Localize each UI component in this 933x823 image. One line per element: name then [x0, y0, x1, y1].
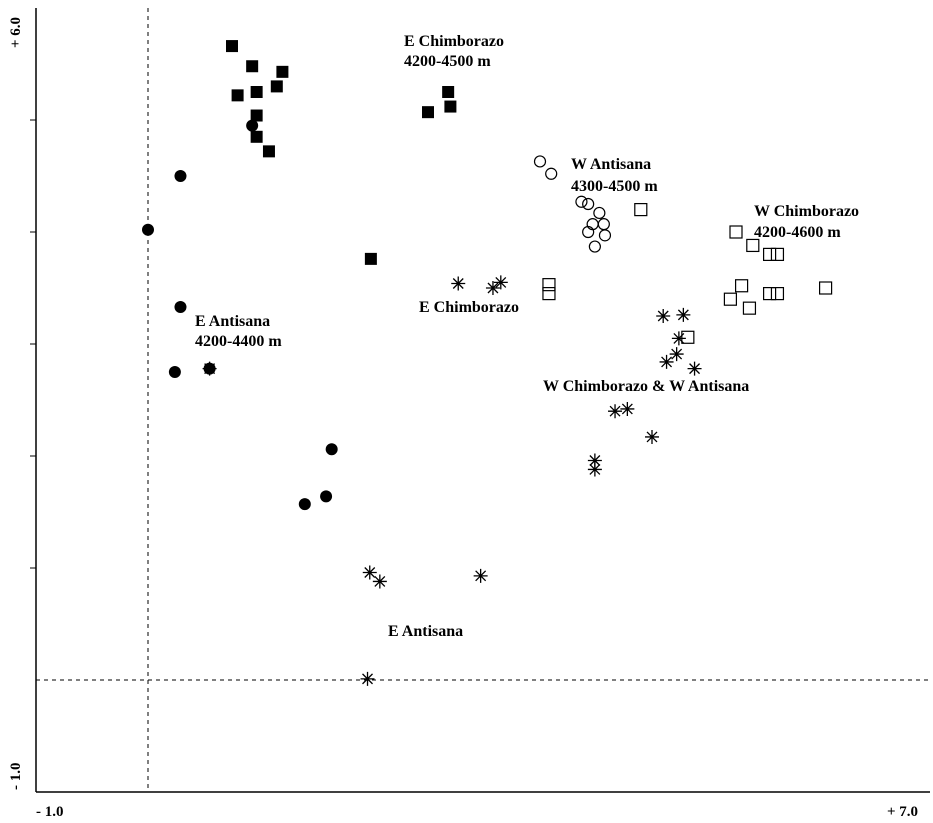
filled-circle-marker	[174, 301, 187, 314]
open-square-marker	[742, 301, 757, 315]
open-circle-marker	[545, 167, 558, 180]
filled-circle-marker	[246, 119, 259, 132]
filled-square-marker	[276, 65, 289, 78]
annotation-line: 4200-4500 m	[404, 53, 491, 70]
open-circle-marker	[575, 195, 588, 208]
annotation-line: 4200-4600 m	[754, 224, 841, 241]
asterisk-marker	[620, 401, 635, 416]
plot-frame	[35, 8, 930, 793]
y-tick-label-max: + 6.0	[8, 17, 24, 48]
open-circle-marker	[582, 197, 595, 211]
annotation-line: 4200-4400 m	[195, 333, 282, 350]
open-square-marker	[729, 225, 743, 239]
annotation-line: E Chimborazo	[419, 299, 519, 316]
filled-square-marker	[250, 86, 263, 98]
open-square-marker	[746, 238, 760, 253]
filled-square-marker	[444, 100, 457, 113]
open-square-marker	[723, 292, 738, 306]
asterisk-marker	[608, 404, 623, 419]
open-square-marker	[681, 330, 695, 344]
asterisk-marker	[362, 565, 377, 580]
open-square-marker	[762, 287, 777, 301]
annotation-line: W Chimborazo	[754, 203, 859, 220]
annotation-e-antisana: E Antisana	[388, 623, 463, 640]
filled-square-marker	[422, 106, 434, 119]
open-circle-marker	[582, 225, 595, 239]
filled-circle-marker	[142, 223, 154, 236]
asterisk-marker	[360, 671, 375, 686]
group-annotations: E Chimborazo 4200-4500 m W Antisana 4300…	[195, 33, 863, 640]
open-circle-marker	[588, 240, 601, 253]
filled-square-marker	[246, 60, 259, 73]
asterisk-marker	[671, 331, 686, 346]
filled-circle-marker	[298, 498, 311, 511]
annotation-e-antisana-elev: E Antisana 4200-4400 m	[195, 313, 282, 350]
asterisk-marker	[473, 568, 488, 583]
open-circle-marker	[593, 206, 606, 220]
annotation-line: W Chimborazo & W Antisana	[543, 378, 749, 395]
annotation-line: W Antisana	[571, 156, 651, 173]
open-square-marker	[542, 287, 556, 301]
open-square-marker	[634, 203, 648, 217]
asterisk-marker	[485, 281, 500, 295]
annotation-line: E Chimborazo	[404, 33, 504, 50]
annotation-w-chimborazo-w-antisana: W Chimborazo & W Antisana	[543, 378, 749, 395]
open-circle-marker	[598, 229, 612, 242]
asterisk-marker	[645, 429, 659, 444]
asterisk-marker	[587, 453, 602, 468]
data-markers	[142, 40, 833, 686]
annotation-line: E Antisana	[195, 313, 270, 330]
open-square-marker	[770, 287, 785, 301]
y-tick-label-min: - 1.0	[8, 763, 24, 791]
filled-circle-marker	[325, 443, 338, 456]
x-tick-label-min: - 1.0	[36, 804, 64, 820]
x-tick-label-max: + 7.0	[887, 804, 918, 820]
asterisk-marker	[202, 361, 217, 376]
asterisk-marker	[587, 462, 602, 477]
y-axis-ticks	[30, 119, 36, 569]
asterisk-marker	[451, 276, 466, 291]
open-circle-marker	[597, 218, 610, 231]
filled-circle-marker	[174, 170, 187, 182]
annotation-line: 4300-4500 m	[571, 178, 658, 195]
filled-square-marker	[231, 89, 244, 102]
filled-square-marker	[270, 80, 283, 93]
annotation-e-chimborazo: E Chimborazo	[419, 299, 519, 316]
filled-square-marker	[226, 40, 238, 53]
filled-square-marker	[250, 109, 263, 122]
filled-square-marker	[364, 252, 377, 265]
open-circle-marker	[533, 155, 547, 168]
open-square-marker	[770, 247, 785, 261]
open-square-marker	[542, 278, 556, 292]
asterisk-marker	[656, 309, 671, 323]
annotation-w-antisana-elev: W Antisana 4300-4500 m	[571, 156, 658, 195]
annotation-w-chimborazo-elev: W Chimborazo 4200-4600 m	[754, 203, 863, 241]
filled-circle-marker	[168, 366, 181, 378]
filled-square-marker	[262, 145, 275, 158]
open-square-marker	[762, 247, 777, 261]
filled-square-marker	[442, 86, 455, 98]
open-square-marker	[734, 279, 749, 293]
open-square-marker	[818, 281, 833, 295]
annotation-e-chimborazo-elev: E Chimborazo 4200-4500 m	[404, 33, 508, 70]
filled-square-marker	[250, 130, 263, 143]
filled-circle-marker	[320, 490, 333, 503]
asterisk-marker	[372, 574, 387, 589]
annotation-line: E Antisana	[388, 623, 463, 640]
asterisk-marker	[659, 354, 674, 369]
asterisk-marker	[676, 307, 691, 322]
asterisk-marker	[687, 361, 702, 376]
asterisk-marker	[669, 347, 684, 362]
asterisk-marker	[493, 275, 508, 290]
